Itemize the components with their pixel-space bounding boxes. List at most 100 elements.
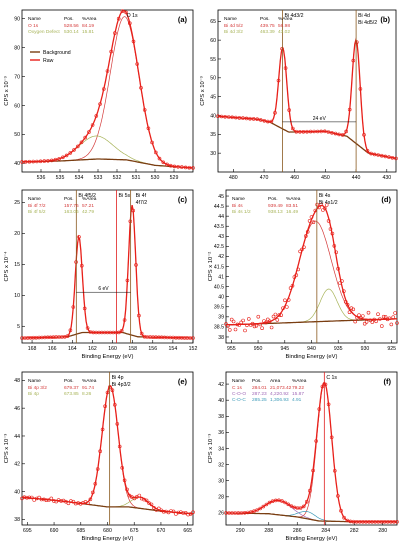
raw-data-point	[261, 504, 266, 509]
raw-data-point	[326, 402, 331, 407]
x-tick-label: 168	[28, 346, 37, 352]
raw-data-point	[273, 312, 278, 317]
y-axis-label: CPS x 10⁻³	[4, 434, 10, 464]
raw-data-point	[320, 384, 325, 389]
raw-data-point	[69, 499, 73, 503]
table-cell: 83.51	[286, 203, 298, 209]
raw-data-point	[241, 318, 245, 323]
table-cell: 673.85	[64, 391, 79, 397]
raw-data-point	[324, 203, 329, 207]
table-header: Pos.	[260, 16, 270, 22]
raw-data-point	[256, 314, 261, 319]
raw-data-point	[383, 315, 388, 319]
raw-data-point	[376, 312, 380, 317]
raw-data-point	[186, 512, 190, 517]
x-tick-label: 156	[148, 346, 157, 352]
plot-frame	[217, 9, 397, 173]
raw-data-point	[280, 499, 284, 503]
raw-data-point	[117, 444, 122, 449]
x-tick-label: 430	[382, 175, 391, 181]
raw-data-point	[76, 501, 80, 505]
y-axis-label: CPS x 10⁻³	[208, 434, 214, 464]
raw-data-point	[345, 302, 350, 307]
raw-data-point	[115, 422, 120, 426]
y-tick-label: 40	[14, 489, 20, 495]
raw-data-point	[191, 510, 195, 515]
panel-b: 480 470 460 450 440 430 30 35 40 45 50 55 60 65 CPS x …	[200, 9, 398, 181]
table-cell: 679.37	[64, 385, 79, 391]
table-cell: 530.14	[64, 29, 79, 35]
raw-data-point	[275, 318, 280, 322]
raw-data-point	[333, 131, 338, 136]
raw-data-point	[27, 495, 32, 500]
raw-data-point	[269, 325, 274, 330]
raw-data-point	[279, 313, 283, 318]
raw-data-point	[362, 321, 367, 326]
y-tick-label: 39	[218, 315, 224, 321]
x-tick-label: 935	[334, 346, 343, 352]
y-tick-label: 43.5	[214, 224, 224, 230]
raw-data-point	[347, 310, 352, 315]
raw-data-point	[258, 322, 263, 327]
raw-data-point	[229, 317, 234, 322]
raw-data-point	[379, 153, 384, 158]
raw-data-point	[116, 16, 121, 21]
raw-data-point	[248, 116, 252, 121]
raw-data-point	[176, 510, 181, 515]
raw-data-point	[364, 320, 369, 324]
raw-data-point	[98, 449, 102, 454]
raw-data-point	[144, 498, 149, 503]
raw-data-point	[322, 129, 327, 134]
raw-data-point	[93, 481, 98, 486]
table-cell: 15.87	[292, 391, 304, 397]
raw-data-point	[32, 498, 37, 502]
x-tick-label: 158	[128, 346, 137, 352]
x-tick-label: 470	[260, 175, 269, 181]
raw-data-point	[319, 129, 324, 134]
table-header: Pos.	[64, 16, 74, 22]
x-tick-label: 288	[264, 528, 273, 534]
raw-data-point	[303, 234, 308, 238]
x-tick-label: 282	[350, 528, 359, 534]
raw-data-point	[265, 119, 270, 124]
raw-data-point	[395, 321, 399, 325]
raw-data-point	[98, 102, 102, 106]
raw-data-point	[47, 498, 51, 502]
x-tick-label: 529	[170, 175, 179, 181]
table-cell: Bi 4d 5/2	[224, 23, 243, 29]
raw-data-point	[252, 509, 256, 514]
table-header: %Area	[292, 378, 307, 384]
table-cell: Bi 4s 1/2	[232, 209, 251, 215]
raw-data-point	[326, 219, 331, 223]
raw-data-point	[235, 322, 240, 327]
raw-data-point	[276, 78, 281, 83]
raw-data-point	[85, 326, 90, 330]
raw-data-point	[219, 114, 224, 119]
raw-data-point	[35, 159, 39, 164]
y-tick-label: 70	[14, 74, 20, 80]
raw-data-point	[378, 317, 382, 321]
raw-data-point	[366, 310, 371, 315]
table-cell: Bi 4p 3/2	[28, 385, 47, 391]
raw-data-point	[90, 123, 95, 127]
raw-data-point	[351, 307, 356, 312]
peak-label: Bi 4d3/2	[284, 13, 303, 19]
fit-envelope-line	[217, 37, 397, 160]
raw-data-point	[95, 467, 100, 471]
y-tick-label: 42	[218, 382, 224, 388]
raw-data-point	[354, 40, 359, 45]
raw-data-point	[251, 117, 256, 121]
table-cell: 439.75	[260, 23, 275, 29]
fit-component-line	[22, 205, 193, 339]
raw-data-point	[76, 144, 80, 149]
raw-data-point	[80, 263, 84, 268]
raw-data-point	[376, 153, 381, 157]
raw-data-point	[183, 165, 188, 170]
raw-data-point	[317, 407, 322, 411]
raw-data-point	[290, 126, 295, 131]
table-header: %Area	[286, 196, 301, 202]
raw-data-point	[340, 279, 344, 283]
raw-data-point	[82, 306, 87, 311]
x-tick-label: 680	[103, 528, 112, 534]
separation-label: 24 eV	[313, 116, 327, 122]
